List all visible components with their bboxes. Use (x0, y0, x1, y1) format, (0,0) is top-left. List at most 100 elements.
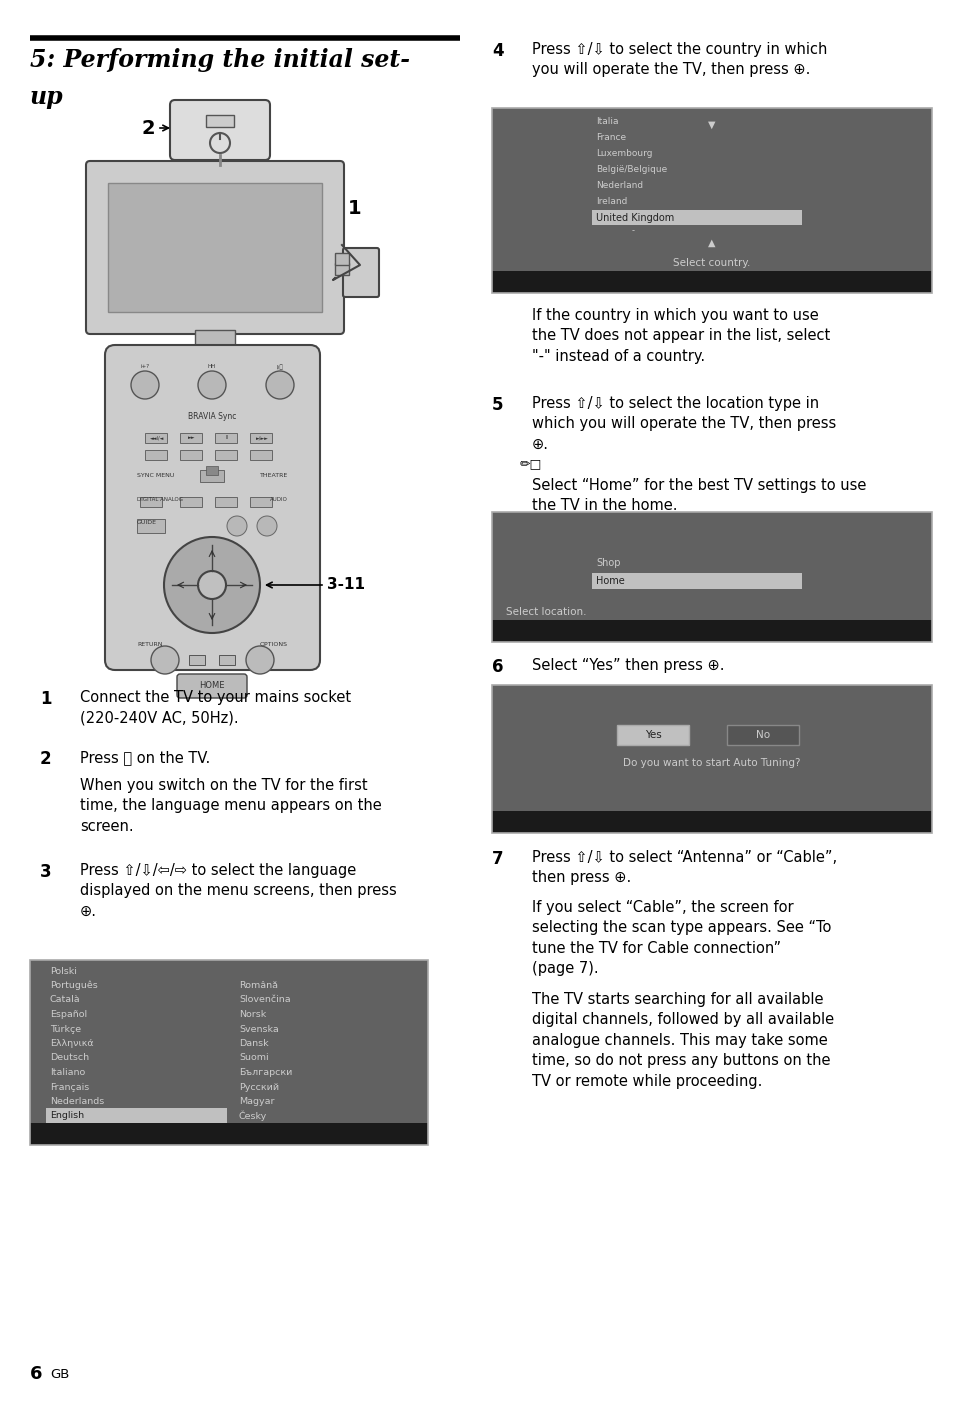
Bar (140, 497, 162, 507)
Text: i+?: i+? (140, 365, 150, 369)
Text: Press ⇧/⇩ to select the location type in
which you will operate the TV, then pre: Press ⇧/⇩ to select the location type in… (532, 396, 836, 452)
FancyBboxPatch shape (86, 161, 344, 334)
Text: No: No (755, 730, 769, 740)
Text: Slovenčina: Slovenčina (239, 995, 291, 1004)
Bar (180, 432, 202, 444)
Bar (206, 115, 233, 126)
FancyBboxPatch shape (343, 249, 378, 298)
Bar (492, 685, 931, 812)
FancyBboxPatch shape (105, 345, 319, 670)
Bar (250, 432, 272, 444)
Text: Select country.: Select country. (673, 258, 750, 268)
Bar (30, 960, 428, 1123)
Text: 6: 6 (30, 1365, 43, 1383)
Bar (492, 271, 931, 293)
Circle shape (210, 133, 230, 153)
Text: RETURN: RETURN (137, 643, 162, 647)
Text: 2: 2 (141, 118, 154, 138)
Text: 3: 3 (40, 863, 51, 880)
Text: Русский: Русский (239, 1082, 279, 1091)
Text: Norsk: Norsk (239, 1009, 266, 1019)
Circle shape (256, 517, 276, 536)
Text: Shop: Shop (596, 557, 619, 569)
Text: Eλληνικά: Eλληνικά (50, 1039, 93, 1047)
Text: 1: 1 (348, 198, 361, 218)
Text: English: English (50, 1112, 84, 1120)
Bar (200, 470, 224, 482)
Text: 4: 4 (492, 42, 503, 60)
Text: Select “Home” for the best TV settings to use
the TV in the home.: Select “Home” for the best TV settings t… (532, 477, 865, 514)
Text: ▲: ▲ (707, 239, 715, 249)
Text: Connect the TV to your mains socket
(220-240V AC, 50Hz).: Connect the TV to your mains socket (220… (80, 689, 351, 726)
Text: Suomi: Suomi (239, 1053, 269, 1063)
Text: Română: Română (239, 981, 277, 990)
Bar (492, 108, 931, 271)
Text: ≡ Country: ≡ Country (497, 299, 547, 309)
Text: ◄◄I/◄: ◄◄I/◄ (150, 435, 164, 441)
Text: Português: Português (50, 981, 97, 990)
Bar (492, 512, 931, 621)
Bar (726, 724, 799, 746)
Text: Italia: Italia (596, 118, 618, 126)
Text: up: up (30, 86, 64, 110)
Text: Türkçe: Türkçe (50, 1025, 81, 1033)
Text: Magyar: Magyar (239, 1097, 274, 1106)
Circle shape (151, 646, 179, 674)
Bar (180, 451, 202, 461)
Text: Svenska: Svenska (239, 1025, 278, 1033)
Text: Français: Français (50, 1082, 90, 1091)
Text: Select location.: Select location. (505, 607, 586, 616)
FancyBboxPatch shape (177, 674, 247, 698)
Text: HH: HH (208, 365, 216, 369)
Text: ✏□: ✏□ (519, 458, 541, 470)
Bar (617, 724, 688, 746)
Text: I/⏻: I/⏻ (276, 364, 283, 369)
Text: Do you want to start Auto Tuning?: Do you want to start Auto Tuning? (622, 758, 800, 768)
Text: Press ⇧/⇩ to select the country in which
you will operate the TV, then press ⊕.: Press ⇧/⇩ to select the country in which… (532, 42, 826, 77)
Text: If you select “Cable”, the screen for
selecting the scan type appears. See “To
t: If you select “Cable”, the screen for se… (532, 900, 830, 976)
Text: Luxembourg: Luxembourg (596, 149, 652, 159)
Text: SYNC MENU: SYNC MENU (137, 473, 174, 479)
Text: ≡ Language: ≡ Language (36, 1151, 95, 1161)
Text: ▼: ▼ (707, 119, 715, 131)
Bar (30, 960, 428, 1146)
Text: Español: Español (50, 1009, 87, 1019)
Bar (492, 512, 931, 642)
Circle shape (198, 571, 226, 600)
Text: ►/►►: ►/►► (255, 435, 268, 441)
Bar (180, 497, 202, 507)
Text: II: II (225, 435, 229, 441)
Bar (46, 1108, 227, 1123)
Bar (592, 211, 801, 225)
Text: -: - (631, 226, 635, 236)
Text: Yes: Yes (644, 730, 660, 740)
Bar (492, 621, 931, 642)
Bar (145, 451, 167, 461)
Text: Select “Yes” then press ⊕.: Select “Yes” then press ⊕. (532, 658, 723, 673)
Text: ≡ Auto Tuning: ≡ Auto Tuning (497, 840, 566, 849)
Bar (492, 812, 931, 833)
Bar (180, 350, 250, 358)
Text: United Kingdom: United Kingdom (596, 213, 674, 223)
Text: Česky: Česky (239, 1111, 267, 1122)
Text: Press ⇧/⇩ to select “Antenna” or “Cable”,
then press ⊕.: Press ⇧/⇩ to select “Antenna” or “Cable”… (532, 849, 836, 886)
Circle shape (266, 371, 294, 399)
Bar (250, 497, 272, 507)
Bar (108, 183, 322, 312)
Text: Home: Home (596, 576, 624, 585)
Bar (145, 432, 167, 444)
Text: If the country in which you want to use
the TV does not appear in the list, sele: If the country in which you want to use … (532, 307, 829, 364)
Bar (30, 1123, 428, 1146)
Text: DIGITAL ANALOG: DIGITAL ANALOG (137, 497, 183, 503)
FancyBboxPatch shape (170, 100, 270, 160)
Text: The TV starts searching for all available
digital channels, followed by all avai: The TV starts searching for all availabl… (532, 993, 833, 1088)
Bar (219, 656, 234, 665)
Text: GUIDE: GUIDE (137, 521, 157, 525)
Text: HOME: HOME (199, 681, 225, 691)
Text: 3-11: 3-11 (327, 577, 365, 592)
Text: België/Belgique: België/Belgique (596, 166, 666, 174)
Text: 2: 2 (40, 750, 51, 768)
Text: 5: 5 (492, 396, 503, 414)
Text: Deutsch: Deutsch (50, 1053, 89, 1063)
Text: Nederlands: Nederlands (50, 1097, 104, 1106)
